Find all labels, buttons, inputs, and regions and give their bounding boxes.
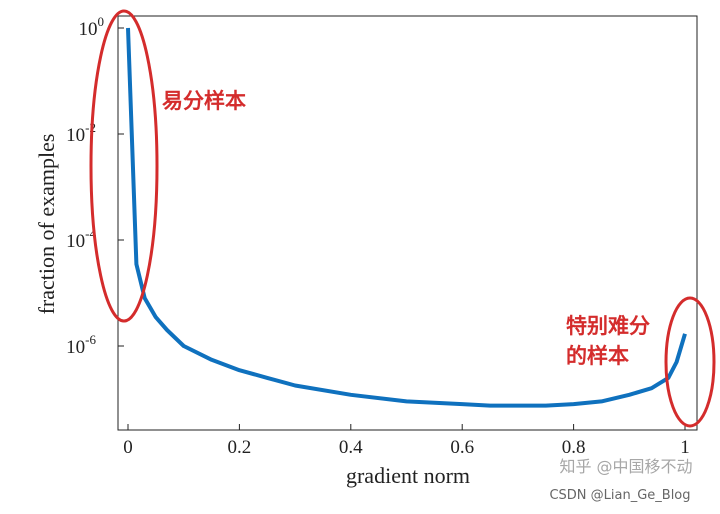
y-tick-label: 10-6 xyxy=(66,332,96,358)
series-line xyxy=(126,27,687,408)
x-tick-label: 0.8 xyxy=(562,437,586,458)
hard-samples-label-line1: 特别难分 xyxy=(566,314,650,338)
x-axis-ticks: 0 0.2 0.4 0.6 0.8 1 xyxy=(123,424,690,458)
x-tick-label: 0 xyxy=(123,437,133,458)
plot-border xyxy=(117,15,698,431)
hard-samples-label-line2: 的样本 xyxy=(566,344,629,368)
y-axis-label: fraction of examples xyxy=(34,134,59,315)
hard-samples-ellipse xyxy=(664,296,716,428)
easy-samples-ellipse xyxy=(89,9,159,323)
x-tick-label: 1 xyxy=(680,437,690,458)
csdn-watermark: CSDN @Lian_Ge_Blog xyxy=(549,488,690,503)
easy-samples-label: 易分样本 xyxy=(162,89,246,113)
series-layer xyxy=(126,27,687,408)
x-tick-label: 0.6 xyxy=(450,437,474,458)
annotation-layer: 易分样本 特别难分 的样本 xyxy=(89,9,716,428)
plot-frame xyxy=(117,15,698,431)
x-tick-label: 0.2 xyxy=(228,437,252,458)
x-tick-label: 0.4 xyxy=(339,437,363,458)
y-tick-label: 100 xyxy=(79,14,105,40)
x-axis-label: gradient norm xyxy=(346,463,470,488)
zhihu-watermark: 知乎 @中国移不动 xyxy=(559,457,692,476)
y-tick-label: 10-4 xyxy=(66,226,96,252)
